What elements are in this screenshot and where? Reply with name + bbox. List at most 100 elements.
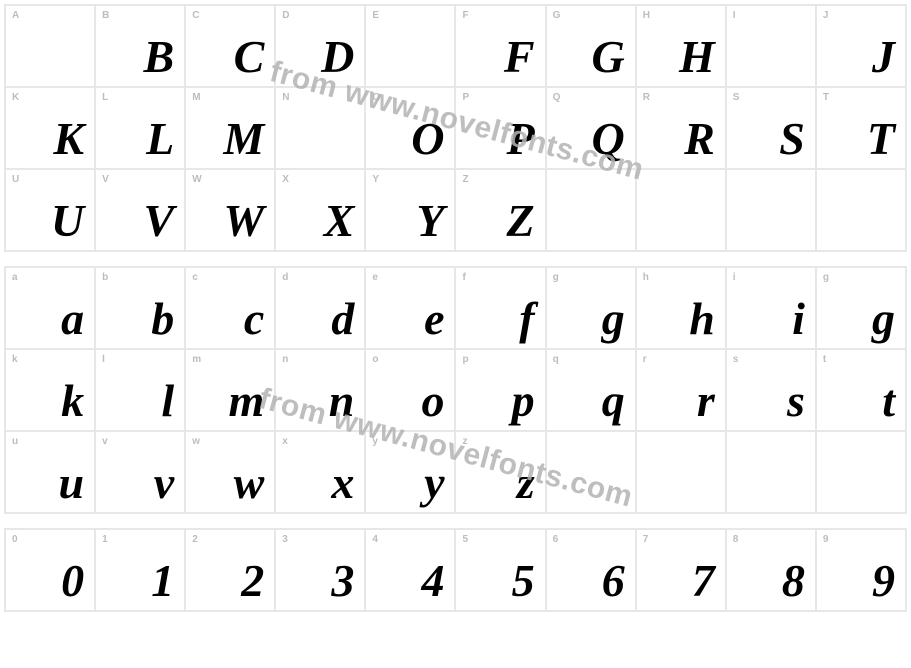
glyph-cell: 99 — [816, 529, 906, 611]
cell-label: F — [462, 10, 468, 21]
glyph-cell: ww — [185, 431, 275, 513]
glyph-cell: 11 — [95, 529, 185, 611]
cell-glyph: G — [591, 34, 624, 80]
lowercase-grid: aabbccddeeffgghhiiggkkllmmnnooppqqrrsstt… — [4, 266, 907, 514]
cell-label: g — [823, 272, 829, 283]
cell-label: T — [823, 92, 829, 103]
cell-glyph: l — [161, 378, 174, 424]
cell-glyph: R — [684, 116, 715, 162]
glyph-cell: 44 — [365, 529, 455, 611]
cell-glyph: 8 — [782, 558, 805, 604]
cell-glyph: a — [61, 296, 84, 342]
cell-label: r — [643, 354, 647, 365]
cell-label: 4 — [372, 534, 378, 545]
cell-glyph: e — [424, 296, 444, 342]
cell-glyph: w — [234, 460, 265, 506]
cell-label: S — [733, 92, 740, 103]
cell-glyph: Z — [506, 198, 534, 244]
cell-glyph: 0 — [61, 558, 84, 604]
glyph-cell: yy — [365, 431, 455, 513]
glyph-cell: UU — [5, 169, 95, 251]
cell-glyph: B — [144, 34, 175, 80]
cell-glyph: k — [61, 378, 84, 424]
glyph-cell: hh — [636, 267, 726, 349]
glyph-cell: XX — [275, 169, 365, 251]
glyph-cell: bb — [95, 267, 185, 349]
grid-spacer — [4, 514, 907, 528]
glyph-cell: ll — [95, 349, 185, 431]
cell-glyph: W — [223, 198, 264, 244]
glyph-cell: mm — [185, 349, 275, 431]
cell-glyph: 5 — [512, 558, 535, 604]
glyph-cell: CC — [185, 5, 275, 87]
glyph-cell: vv — [95, 431, 185, 513]
cell-glyph: O — [411, 116, 444, 162]
cell-glyph: Q — [591, 116, 624, 162]
glyph-cell: ff — [455, 267, 545, 349]
cell-label: D — [282, 10, 290, 21]
cell-label: 3 — [282, 534, 288, 545]
glyph-cell: YY — [365, 169, 455, 251]
cell-glyph: g — [602, 296, 625, 342]
cell-label: g — [553, 272, 559, 283]
cell-glyph: p — [512, 378, 535, 424]
glyph-cell: ii — [726, 267, 816, 349]
grid-spacer — [4, 252, 907, 266]
cell-label: e — [372, 272, 378, 283]
cell-glyph: t — [882, 378, 895, 424]
glyph-cell — [636, 169, 726, 251]
cell-glyph: b — [151, 296, 174, 342]
cell-label: K — [12, 92, 20, 103]
cell-glyph: S — [779, 116, 805, 162]
cell-label: L — [102, 92, 108, 103]
glyph-cell: gg — [546, 267, 636, 349]
glyph-cell: BB — [95, 5, 185, 87]
cell-glyph: V — [144, 198, 175, 244]
glyph-cell: ee — [365, 267, 455, 349]
cell-label: b — [102, 272, 108, 283]
cell-label: 2 — [192, 534, 198, 545]
cell-label: s — [733, 354, 739, 365]
glyph-cell: uu — [5, 431, 95, 513]
cell-label: I — [733, 10, 736, 21]
cell-label: c — [192, 272, 198, 283]
cell-label: k — [12, 354, 18, 365]
glyph-cell — [726, 431, 816, 513]
glyph-cell: WW — [185, 169, 275, 251]
cell-glyph: M — [223, 116, 264, 162]
cell-label: i — [733, 272, 736, 283]
glyph-cell: QQ — [546, 87, 636, 169]
cell-glyph: D — [321, 34, 354, 80]
cell-label: H — [643, 10, 651, 21]
cell-label: Z — [462, 174, 468, 185]
glyph-cell: aa — [5, 267, 95, 349]
cell-glyph: 3 — [331, 558, 354, 604]
cell-label: P — [462, 92, 469, 103]
cell-label: v — [102, 436, 108, 447]
cell-label: G — [553, 10, 561, 21]
cell-glyph: K — [53, 116, 84, 162]
cell-label: 8 — [733, 534, 739, 545]
glyph-cell — [546, 169, 636, 251]
cell-glyph: X — [324, 198, 355, 244]
cell-label: x — [282, 436, 288, 447]
glyph-cell: DD — [275, 5, 365, 87]
glyph-cell: qq — [546, 349, 636, 431]
cell-label: o — [372, 354, 378, 365]
cell-glyph: f — [519, 296, 534, 342]
glyph-cell — [636, 431, 726, 513]
glyph-cell: oo — [365, 349, 455, 431]
cell-glyph: n — [329, 378, 355, 424]
cell-glyph: g — [872, 296, 895, 342]
cell-glyph: r — [697, 378, 715, 424]
glyph-cell — [726, 169, 816, 251]
cell-label: E — [372, 10, 379, 21]
glyph-cell — [816, 169, 906, 251]
glyph-cell: LL — [95, 87, 185, 169]
glyph-cell: N — [275, 87, 365, 169]
glyph-cell — [816, 431, 906, 513]
cell-label: C — [192, 10, 200, 21]
glyph-cell: PP — [455, 87, 545, 169]
cell-label: f — [462, 272, 466, 283]
cell-label: d — [282, 272, 288, 283]
